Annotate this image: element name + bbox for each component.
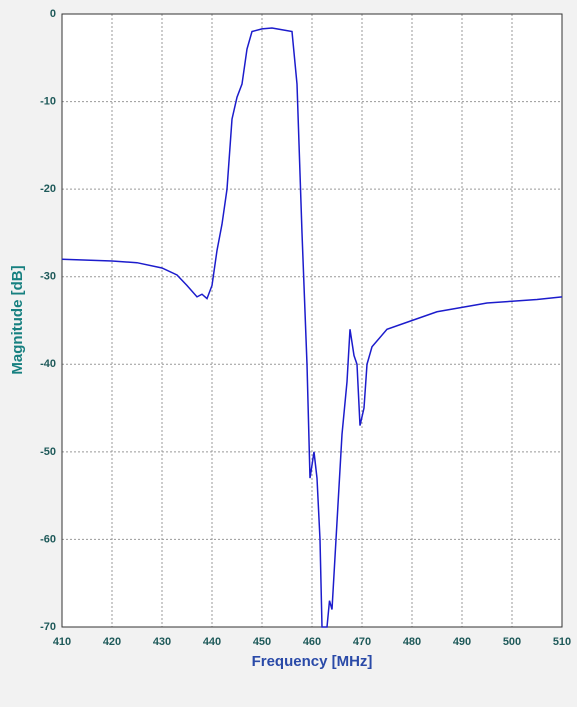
y-tick-label: -50 — [40, 446, 56, 458]
x-tick-label: 460 — [303, 636, 321, 648]
y-axis-label: Magnitude [dB] — [9, 265, 26, 374]
y-tick-label: -60 — [40, 533, 56, 545]
x-tick-label: 490 — [453, 636, 471, 648]
y-tick-label: -70 — [40, 621, 56, 633]
y-tick-label: 0 — [50, 8, 56, 20]
y-tick-label: -30 — [40, 271, 56, 283]
y-tick-label: -20 — [40, 183, 56, 195]
x-tick-label: 500 — [503, 636, 521, 648]
y-tick-label: -40 — [40, 358, 56, 370]
plot-frame — [61, 13, 563, 628]
data-line — [61, 27, 563, 628]
x-tick-label: 480 — [403, 636, 421, 648]
x-axis-label: Frequency [MHz] — [252, 653, 373, 670]
x-tick-label: 420 — [103, 636, 121, 648]
x-tick-label: 470 — [353, 636, 371, 648]
x-tick-label: 440 — [203, 636, 221, 648]
plot-area — [62, 14, 562, 627]
x-tick-label: 410 — [53, 636, 71, 648]
x-tick-label: 510 — [553, 636, 571, 648]
x-tick-label: 450 — [253, 636, 271, 648]
y-tick-label: -10 — [40, 95, 56, 107]
x-tick-label: 430 — [153, 636, 171, 648]
